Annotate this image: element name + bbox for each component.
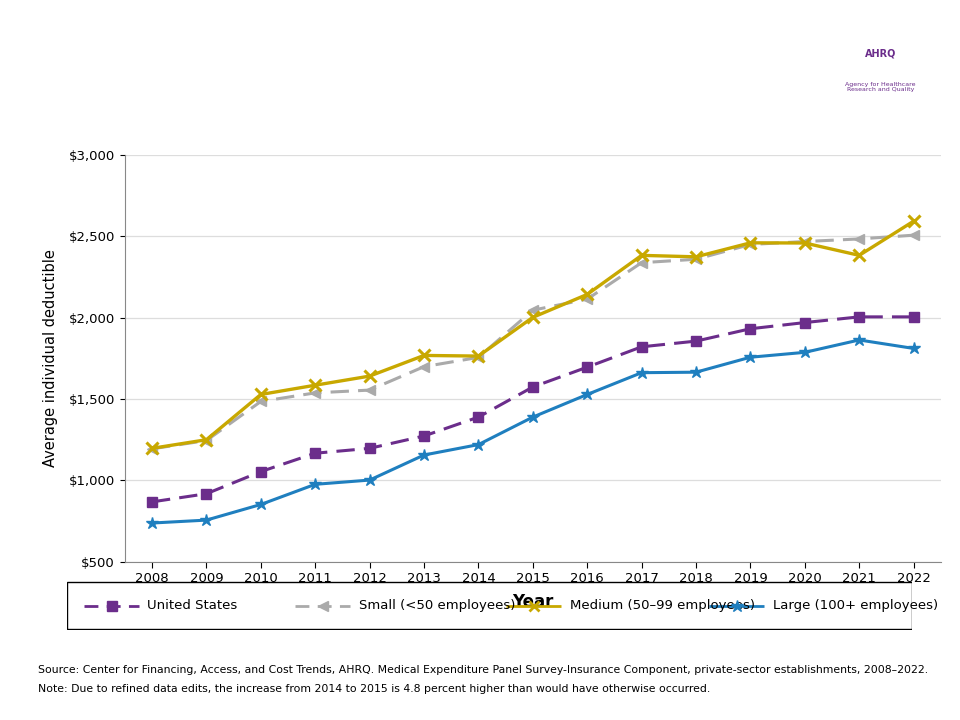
Ellipse shape (795, 0, 960, 144)
Text: United States: United States (148, 599, 238, 612)
Text: Small (<50 employees): Small (<50 employees) (359, 599, 515, 612)
X-axis label: Year: Year (512, 593, 554, 611)
Text: sector employee with single coverage in a health insurance plan with: sector employee with single coverage in … (83, 63, 820, 83)
Y-axis label: Average individual deductible: Average individual deductible (42, 249, 58, 467)
Text: Agency for Healthcare
Research and Quality: Agency for Healthcare Research and Quali… (845, 81, 916, 92)
Text: Source: Center for Financing, Access, and Cost Trends, AHRQ. Medical Expenditure: Source: Center for Financing, Access, an… (38, 665, 928, 675)
Text: AHRQ: AHRQ (865, 48, 896, 58)
Text: Note: Due to refined data edits, the increase from 2014 to 2015 is 4.8 percent h: Note: Due to refined data edits, the inc… (38, 684, 710, 694)
Text: Medium (50–99 employees): Medium (50–99 employees) (570, 599, 755, 612)
Text: a deductible, overall and  by firm size, 2008–2022: a deductible, overall and by firm size, … (187, 103, 715, 122)
Text: Figure 14. Average individual deductible (in dollars) per private-: Figure 14. Average individual deductible… (108, 26, 794, 45)
Text: Large (100+ employees): Large (100+ employees) (773, 599, 938, 612)
